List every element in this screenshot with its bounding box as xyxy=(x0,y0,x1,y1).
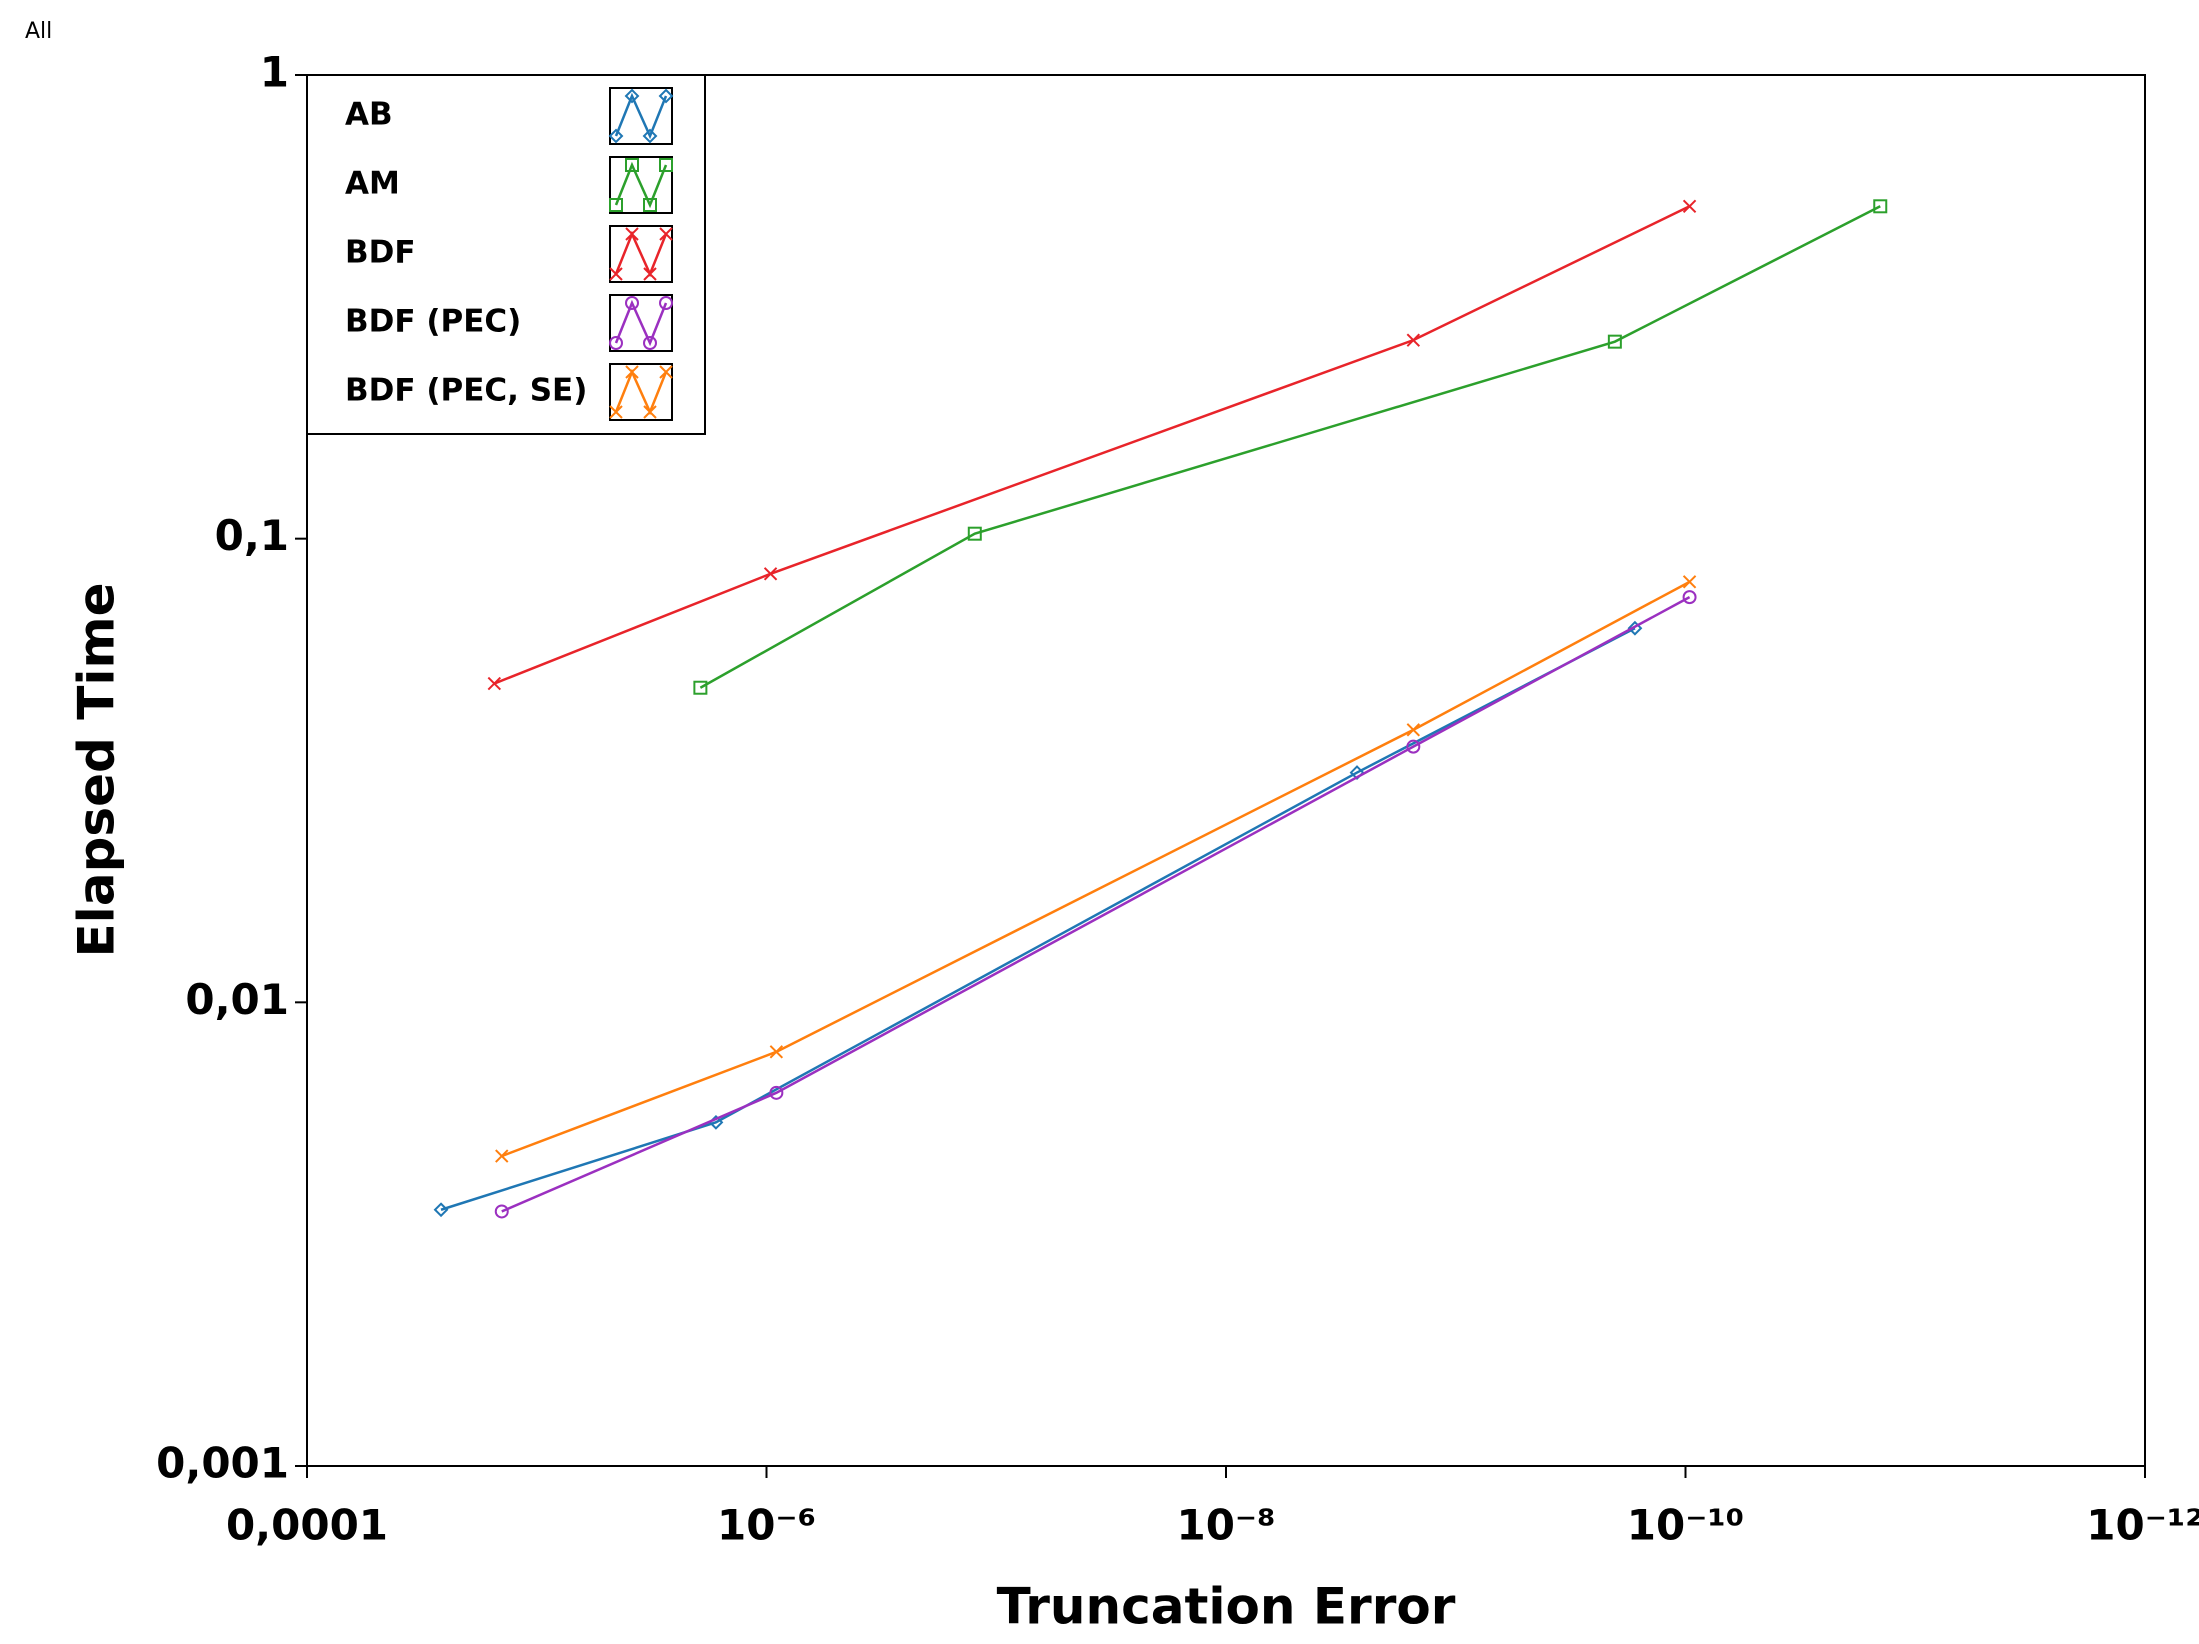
y-tick-label: 0,01 xyxy=(185,975,289,1024)
marker xyxy=(1406,723,1421,737)
legend-icon-marker xyxy=(659,296,673,310)
marker xyxy=(1682,590,1697,605)
x-axis-title: Truncation Error xyxy=(997,1578,1456,1636)
legend-icon-marker xyxy=(643,405,657,419)
legend-icon-line xyxy=(614,161,668,209)
legend-icon-marker xyxy=(625,365,639,379)
series-line xyxy=(501,596,1691,1213)
marker xyxy=(769,1045,784,1059)
legend: AB AM BDF BDF (PEC) BDF (PEC, SE) xyxy=(306,74,706,435)
legend-icon-line xyxy=(614,92,668,140)
marker xyxy=(1627,620,1643,636)
marker xyxy=(494,1204,509,1219)
x-tick-label: 10⁻¹⁰ xyxy=(1627,1501,1744,1550)
legend-icon-marker xyxy=(642,128,658,144)
marker xyxy=(433,1202,449,1218)
marker xyxy=(1873,199,1888,214)
legend-icon-line xyxy=(614,368,668,416)
legend-label: AB xyxy=(345,97,393,133)
legend-icon-line xyxy=(614,299,668,347)
legend-icon-marker xyxy=(625,158,639,172)
legend-icon-marker xyxy=(643,336,657,350)
legend-icon-marker xyxy=(625,227,639,241)
marker xyxy=(495,1149,509,1163)
chart-title: All xyxy=(25,19,52,44)
marker xyxy=(693,680,708,695)
x-tick-label: 10⁻⁸ xyxy=(1176,1501,1275,1550)
marker xyxy=(487,676,502,691)
marker xyxy=(1607,334,1622,349)
marker xyxy=(763,567,778,581)
marker xyxy=(967,526,982,541)
legend-icon-marker xyxy=(609,405,623,419)
x-tick-label: 10⁻¹² xyxy=(2086,1501,2199,1550)
legend-icon-marker xyxy=(624,88,640,104)
legend-label: AM xyxy=(345,166,400,202)
legend-icon-marker xyxy=(659,365,673,379)
y-tick-label: 1 xyxy=(260,48,289,97)
legend-icon-marker xyxy=(659,227,673,241)
marker xyxy=(769,1085,784,1100)
legend-label: BDF xyxy=(345,235,416,271)
legend-icon-marker xyxy=(643,267,657,281)
legend-icon-marker xyxy=(643,198,657,212)
legend-label: BDF (PEC) xyxy=(345,304,521,340)
series-line xyxy=(493,205,1691,685)
marker xyxy=(1682,199,1697,214)
legend-icon-marker xyxy=(625,296,639,310)
legend-icon-marker xyxy=(609,336,623,350)
marker xyxy=(1406,333,1421,347)
x-tick-label: 10⁻⁶ xyxy=(717,1501,816,1550)
series-line xyxy=(440,627,1636,1211)
legend-icon-marker xyxy=(609,267,623,281)
x-tick-label: 0,0001 xyxy=(226,1501,388,1550)
series-line xyxy=(501,580,1691,1158)
y-tick-label: 0,001 xyxy=(156,1439,289,1488)
y-axis-title: Elapsed Time xyxy=(68,583,126,958)
marker xyxy=(1406,739,1421,754)
legend-icon-line xyxy=(614,230,668,278)
y-tick-label: 0,1 xyxy=(215,511,289,560)
legend-icon-marker xyxy=(659,158,673,172)
series-line xyxy=(699,205,1881,689)
legend-icon-marker xyxy=(658,88,674,104)
marker xyxy=(1682,575,1697,589)
legend-icon-marker xyxy=(609,198,623,212)
legend-icon-marker xyxy=(608,128,624,144)
legend-label: BDF (PEC, SE) xyxy=(345,373,587,409)
